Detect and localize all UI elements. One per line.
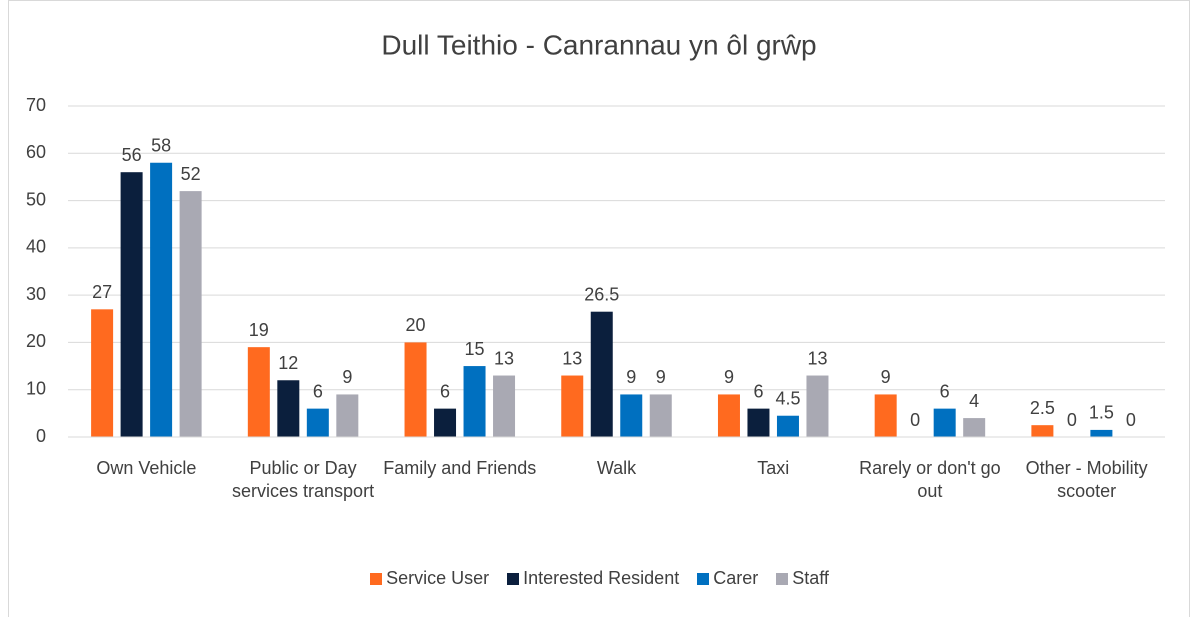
data-label: 13 xyxy=(562,348,582,368)
bar xyxy=(649,394,672,437)
x-tick-label: Other - Mobility scooter xyxy=(1025,458,1148,501)
bar xyxy=(561,375,584,437)
bar xyxy=(404,342,427,437)
bar xyxy=(306,408,329,437)
legend-label: Interested Resident xyxy=(523,568,680,588)
data-label: 9 xyxy=(881,367,891,387)
legend-swatch xyxy=(697,572,710,585)
bar xyxy=(776,415,799,437)
bar xyxy=(277,380,300,437)
y-tick-label: 40 xyxy=(26,237,46,257)
data-label: 9 xyxy=(342,367,352,387)
bar xyxy=(150,162,173,437)
chart-title: Dull Teithio - Canrannau yn ôl grŵp xyxy=(381,29,816,60)
data-label: 0 xyxy=(910,410,920,430)
legend-label: Staff xyxy=(792,568,829,588)
data-label: 13 xyxy=(494,348,514,368)
bar xyxy=(463,366,486,437)
bar xyxy=(747,408,770,437)
x-tick-label: Rarely or don't go out xyxy=(859,458,1001,501)
data-label: 52 xyxy=(181,164,201,184)
x-tick-label: Family and Friends xyxy=(383,458,537,478)
data-label: 6 xyxy=(940,381,950,401)
bar xyxy=(120,172,143,437)
data-label: 56 xyxy=(122,145,142,165)
legend-item: Carer xyxy=(697,568,758,589)
data-label: 13 xyxy=(807,348,827,368)
y-tick-label: 0 xyxy=(36,426,46,446)
data-label: 20 xyxy=(406,315,426,335)
bar xyxy=(963,418,986,437)
legend-swatch xyxy=(776,572,789,585)
bar xyxy=(493,375,516,437)
x-tick-label: Taxi xyxy=(757,458,790,478)
legend-label: Carer xyxy=(713,568,759,588)
y-tick-label: 50 xyxy=(26,189,46,209)
y-tick-label: 70 xyxy=(26,95,46,115)
data-label: 26.5 xyxy=(584,284,619,304)
data-label: 1.5 xyxy=(1089,403,1114,423)
data-label: 9 xyxy=(656,367,666,387)
legend-swatch xyxy=(507,572,520,585)
data-label: 6 xyxy=(440,381,450,401)
x-tick-label: Walk xyxy=(596,458,637,478)
bar xyxy=(874,394,897,437)
legend: Service User Interested Resident Carer Staf… xyxy=(0,568,1199,589)
data-label: 19 xyxy=(249,320,269,340)
legend-swatch xyxy=(370,572,383,585)
x-tick-label: Own Vehicle xyxy=(96,458,197,478)
x-tick-label: Public or Day services transport xyxy=(232,458,375,501)
data-label: 9 xyxy=(724,367,734,387)
bar xyxy=(179,191,202,437)
legend-item: Staff xyxy=(776,568,829,589)
y-tick-label: 10 xyxy=(26,378,46,398)
data-label: 2.5 xyxy=(1030,398,1055,418)
y-tick-label: 20 xyxy=(26,331,46,351)
bar xyxy=(247,347,270,437)
data-label: 15 xyxy=(465,339,485,359)
data-label: 0 xyxy=(1126,410,1136,430)
bar xyxy=(336,394,359,437)
bar xyxy=(1090,429,1113,437)
bar xyxy=(933,408,956,437)
data-label: 58 xyxy=(151,135,171,155)
data-label: 0 xyxy=(1067,410,1077,430)
data-label: 4 xyxy=(969,391,979,411)
data-label: 27 xyxy=(92,282,112,302)
y-tick-label: 60 xyxy=(26,142,46,162)
bar xyxy=(806,375,829,437)
data-label: 12 xyxy=(278,353,298,373)
legend-item: Interested Resident xyxy=(507,568,679,589)
chart-border xyxy=(8,0,1190,617)
data-label: 6 xyxy=(753,381,763,401)
bar xyxy=(717,394,740,437)
data-label: 9 xyxy=(626,367,636,387)
bar xyxy=(1031,425,1054,437)
bar xyxy=(434,408,457,437)
bar xyxy=(590,311,613,437)
y-tick-label: 30 xyxy=(26,284,46,304)
data-label: 6 xyxy=(313,381,323,401)
data-label: 4.5 xyxy=(775,388,800,408)
bar xyxy=(91,309,114,437)
legend-label: Service User xyxy=(386,568,490,588)
bar xyxy=(620,394,643,437)
legend-item: Service User xyxy=(370,568,489,589)
